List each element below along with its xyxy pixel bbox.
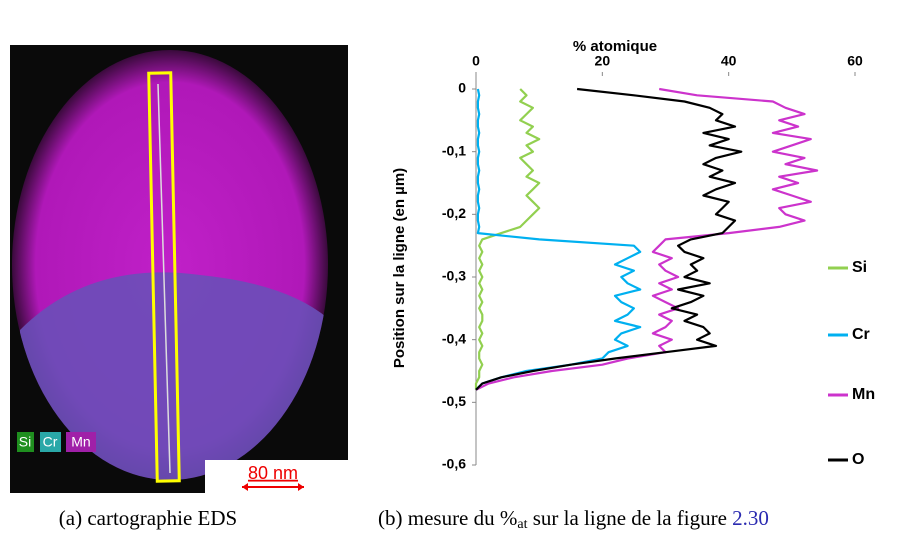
series-line bbox=[474, 88, 541, 390]
caption-text: (b) mesure du % bbox=[378, 506, 517, 530]
x-tick-label: 40 bbox=[721, 53, 737, 69]
scale-bar-label: 80 nm bbox=[248, 463, 298, 483]
series-line bbox=[475, 88, 642, 391]
y-tick-label: -0,2 bbox=[442, 205, 466, 221]
series-line bbox=[475, 87, 743, 391]
legend-label: Cr bbox=[852, 326, 870, 343]
y-axis-title: Position sur la ligne (en µm) bbox=[391, 168, 408, 368]
map-legend: Mn bbox=[71, 434, 90, 450]
y-tick-label: -0,5 bbox=[442, 393, 466, 409]
map-legend: Si bbox=[19, 434, 31, 450]
y-tick-label: -0,1 bbox=[442, 142, 466, 158]
caption: (b) mesure du %at sur la ligne de la fig… bbox=[378, 506, 769, 532]
y-tick-label: -0,6 bbox=[442, 456, 466, 472]
series-line bbox=[475, 87, 819, 391]
x-tick-label: 60 bbox=[847, 53, 863, 69]
x-tick-label: 0 bbox=[472, 53, 480, 69]
y-tick-label: -0,3 bbox=[442, 268, 466, 284]
caption-sub: at bbox=[517, 517, 527, 532]
chart-title: % atomique bbox=[573, 38, 657, 55]
y-tick-label: -0,4 bbox=[442, 330, 466, 346]
map-legend: Cr bbox=[43, 434, 58, 450]
caption-text: sur la ligne de la figure bbox=[527, 506, 732, 530]
caption: (a) cartographie EDS bbox=[59, 506, 237, 530]
eds-map: 80 nm Si Cr Mn bbox=[10, 45, 348, 493]
legend-label: Si bbox=[852, 259, 867, 276]
x-tick-label: 20 bbox=[595, 53, 611, 69]
legend-label: O bbox=[852, 451, 864, 468]
caption-ref: 2.30 bbox=[732, 506, 769, 530]
legend-label: Mn bbox=[852, 386, 875, 403]
y-tick-label: 0 bbox=[458, 80, 466, 96]
